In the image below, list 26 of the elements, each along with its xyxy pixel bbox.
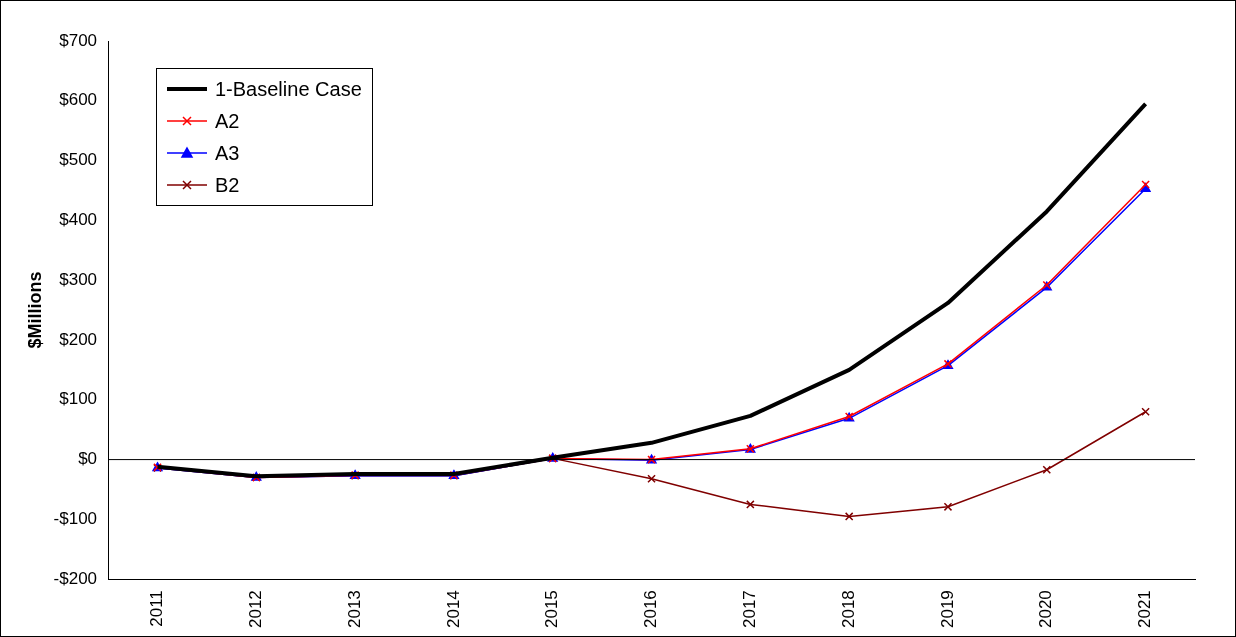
y-tick-label: $200 [59,329,98,349]
x-tick-label: 2013 [344,590,364,629]
legend-label: 1-Baseline Case [215,77,362,101]
y-tick-label: $500 [59,150,98,170]
x-tick-label: 2012 [245,590,265,629]
legend-label: B2 [215,173,240,197]
x-tick-label: 2018 [838,590,858,629]
y-tick-label: $0 [78,449,98,469]
y-tick-label: $700 [59,30,98,50]
x-tick-label: 2016 [641,590,661,629]
x-tick-label: 2011 [147,590,167,627]
x-tick-label: 2017 [740,590,760,629]
y-tick-label: $400 [59,210,98,230]
y-tick-label: -$100 [53,509,98,529]
x-tick-label: 2021 [1135,590,1155,629]
y-tick-label: $100 [59,389,98,409]
x-tick-label: 2020 [1036,590,1056,629]
y-tick-label: -$200 [53,568,98,588]
y-axis-title: $Millions [24,271,45,349]
x-tick-label: 2014 [443,590,463,629]
y-tick-label: $600 [59,90,98,110]
legend-label: A2 [215,109,240,133]
x-tick-label: 2015 [542,590,562,629]
legend-label: A3 [215,141,240,165]
x-tick-label: 2019 [937,590,957,629]
y-tick-label: $300 [59,269,98,289]
